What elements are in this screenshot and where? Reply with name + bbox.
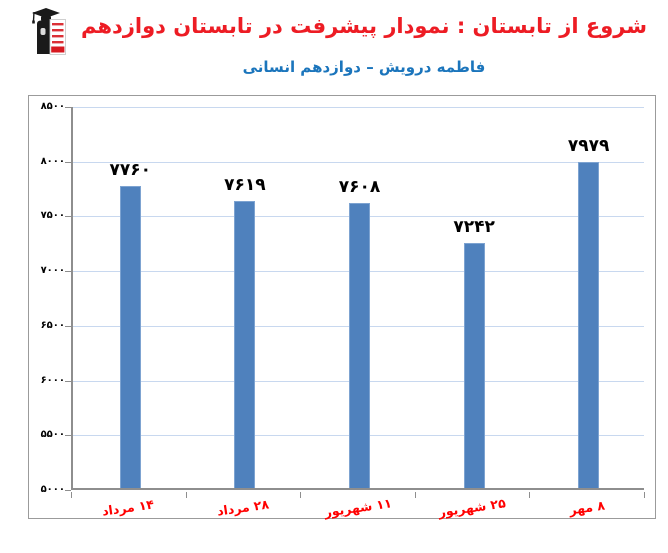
y-axis-label: ۶۰۰۰: [40, 374, 65, 386]
x-axis-label: ۸ مهر: [567, 497, 606, 518]
kanoon-logo: [28, 4, 68, 60]
x-axis-label: ۱۴ مرداد: [101, 496, 156, 519]
y-axis-tick: [65, 107, 71, 108]
bar-value-label: ۷۶۰۸: [338, 176, 381, 197]
page-title: شروع از تابستان : نمودار پیشرفت در تابست…: [81, 14, 647, 38]
plot-area: ۷۷۶۰ ۷۶۱۹ ۷۶۰۸ ۷۲۴۲ ۷۹۷۹: [71, 107, 644, 490]
y-axis-label: ۵۰۰۰: [40, 484, 65, 495]
graduate-figure-icon: [32, 8, 66, 55]
gridline: [73, 161, 644, 163]
x-axis-label: ۲۵ شهریور: [437, 495, 507, 520]
y-axis-tick: [65, 380, 71, 382]
bar-2: [234, 201, 256, 488]
y-axis-label: ۷۰۰۰: [40, 265, 65, 277]
x-axis-tick: [414, 492, 416, 498]
bar-4: [463, 242, 485, 488]
y-axis-label: ۵۵۰۰: [40, 429, 65, 441]
x-axis-tick: [71, 492, 72, 498]
bar-value-label: ۷۹۷۹: [567, 136, 610, 157]
x-axis-tick: [529, 492, 531, 498]
y-axis-label: ۸۵۰۰: [40, 101, 65, 112]
y-axis-tick: [65, 435, 71, 437]
bar-1: [119, 185, 141, 488]
bar-value-label: ۷۶۱۹: [224, 175, 266, 196]
gridline: [73, 107, 644, 108]
page-subtitle: فاطمه درویش – دوازدهم انسانی: [242, 58, 486, 76]
y-axis-label: ۶۵۰۰: [40, 319, 65, 331]
x-axis-tick: [644, 492, 645, 498]
y-axis-label: ۷۵۰۰: [40, 210, 65, 222]
bar-value-label: ۷۲۴۲: [453, 216, 495, 237]
y-axis-tick: [65, 161, 71, 163]
chart-frame: ۷۷۶۰ ۷۶۱۹ ۷۶۰۸ ۷۲۴۲ ۷۹۷۹ ۵۰۰۰ ۵۵۰۰ ۶۰۰۰ ۶۵۰۰ ۷۰۰…: [28, 95, 656, 520]
bar-3: [349, 202, 370, 488]
bar-value-label: ۷۷۶۰: [109, 159, 152, 180]
y-axis-label: ۸۰۰۰: [40, 155, 65, 167]
x-axis-tick: [185, 492, 187, 498]
y-axis-tick: [65, 325, 71, 327]
y-axis-tick: [65, 216, 71, 218]
y-axis-tick: [65, 490, 71, 491]
x-axis-label: ۱۱ شهریور: [322, 495, 393, 520]
y-axis-tick: [65, 271, 71, 273]
x-axis-label: ۲۸ مرداد: [215, 496, 270, 519]
bar-5: [578, 162, 600, 488]
x-axis-tick: [300, 492, 302, 498]
